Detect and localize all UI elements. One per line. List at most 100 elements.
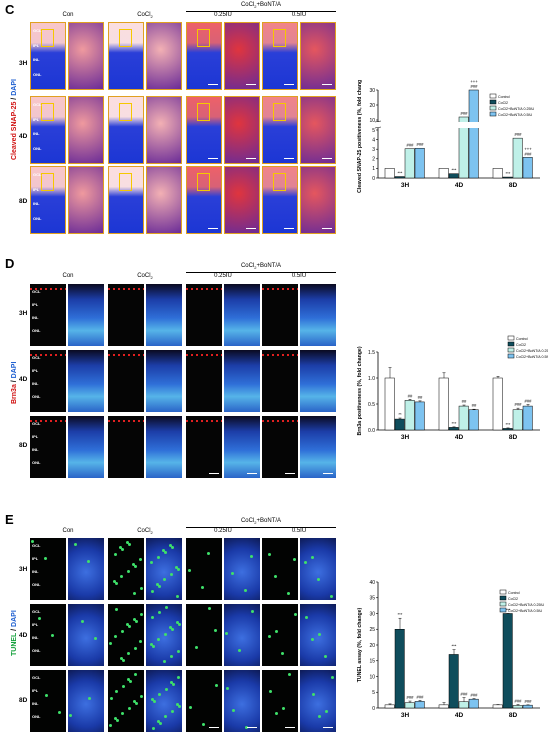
y-tick-label: 1 <box>372 166 375 172</box>
tunel-dot <box>238 649 241 652</box>
scale-bar <box>208 84 218 85</box>
legend-swatch <box>507 347 515 353</box>
tunel-dot <box>214 629 217 632</box>
col-header-group: CoCl2+BoNT/A <box>240 263 282 271</box>
brn3a-signal <box>108 420 144 422</box>
bar <box>394 629 405 709</box>
brn3a-signal <box>30 354 66 356</box>
tunel-dot <box>158 611 161 614</box>
legend-label: CoCl2+BoNT/A 0.25IU <box>508 603 544 607</box>
micrograph <box>224 96 260 164</box>
micrograph <box>224 166 260 234</box>
y-tick-label: 10 <box>369 674 375 680</box>
micrograph <box>262 350 298 412</box>
tunel-dot <box>127 570 130 573</box>
layer-label: IPL <box>32 556 39 561</box>
layer-label: GCL <box>33 172 42 177</box>
bar <box>512 409 523 431</box>
zoom-box <box>119 29 132 47</box>
tunel-dot <box>113 580 116 583</box>
layer-label: INL <box>32 315 39 320</box>
significance-mark: *** <box>506 422 511 427</box>
tunel-dot <box>164 551 167 554</box>
tunel-dot <box>215 684 218 687</box>
tunel-dot <box>51 634 54 637</box>
scale-bar <box>246 158 256 159</box>
row-label: 3H <box>19 566 28 573</box>
tunel-dot <box>169 544 172 547</box>
significance-mark: ### <box>461 111 469 116</box>
bar-chart: TUNEL assay (%, fold change) 0 5 10 15 20 25 30… <box>357 580 544 719</box>
tunel-dot <box>165 688 168 691</box>
bar <box>468 89 479 179</box>
tunel-dot <box>169 626 172 629</box>
bar <box>394 176 405 179</box>
brn3a-signal <box>186 354 222 356</box>
tunel-dot <box>157 556 160 559</box>
tunel-dot <box>251 610 254 613</box>
legend-swatch <box>507 353 515 359</box>
tunel-dot <box>170 681 173 684</box>
micrograph <box>68 416 104 478</box>
tunel-dot <box>120 575 123 578</box>
scale-bar <box>322 158 332 159</box>
layer-label: INL <box>32 701 39 706</box>
significance-mark: ### <box>407 695 415 700</box>
tunel-dot <box>171 628 174 631</box>
micrograph <box>262 284 298 346</box>
tunel-dot <box>305 616 308 619</box>
y-tick-label: 3 <box>372 147 375 153</box>
micrograph <box>186 166 222 234</box>
legend-swatch <box>507 335 515 341</box>
tunel-dot <box>195 646 198 649</box>
tunel-dot <box>269 690 272 693</box>
layer-label: IPL <box>33 116 40 122</box>
x-tick-label: 4D <box>455 182 464 189</box>
layer-label: INL <box>32 447 39 452</box>
tunel-dot <box>318 715 321 718</box>
tunel-dot <box>44 557 47 560</box>
micrograph <box>186 350 222 412</box>
x-tick-label: 3H <box>401 182 410 189</box>
tunel-dot <box>116 719 119 722</box>
layer-label: IPL <box>32 688 39 693</box>
tunel-dot <box>134 565 137 568</box>
layer-label: ONL <box>32 394 41 399</box>
significance-mark: *** <box>506 171 511 176</box>
micrograph <box>108 350 144 412</box>
micrograph <box>68 670 104 732</box>
y-axis-title: TUNEL assay (%, fold change) <box>357 607 363 682</box>
layer-label: GCL <box>32 355 41 360</box>
bar <box>384 704 395 709</box>
tunel-dot <box>293 558 296 561</box>
zoom-box <box>119 103 132 121</box>
bar <box>384 168 395 179</box>
tunel-dot <box>133 618 136 621</box>
tunel-dot <box>175 566 178 569</box>
significance-mark: ### <box>525 399 533 404</box>
micrograph <box>186 670 222 732</box>
tunel-dot <box>178 623 181 626</box>
bar <box>414 701 425 709</box>
tunel-dot <box>207 552 210 555</box>
axis-break <box>374 122 540 128</box>
micrograph <box>262 166 298 234</box>
scale-bar <box>209 473 219 474</box>
row-label: 4D <box>19 632 28 639</box>
x-tick-label: 4D <box>455 434 464 441</box>
bar <box>492 704 503 709</box>
micrograph <box>146 538 182 600</box>
legend-swatch <box>489 111 497 117</box>
tunel-dot <box>287 592 290 595</box>
micrograph <box>146 96 182 164</box>
scale-bar <box>323 727 333 728</box>
tunel-dot <box>115 582 118 585</box>
legend-swatch <box>499 595 507 601</box>
legend-label: CoCl2 <box>498 101 508 105</box>
bar <box>458 701 469 709</box>
micrograph <box>262 604 298 666</box>
tunel-dot <box>150 643 153 646</box>
layer-label: ONL <box>33 145 42 151</box>
tunel-dot <box>304 561 307 564</box>
significance-mark: *** <box>506 608 511 613</box>
